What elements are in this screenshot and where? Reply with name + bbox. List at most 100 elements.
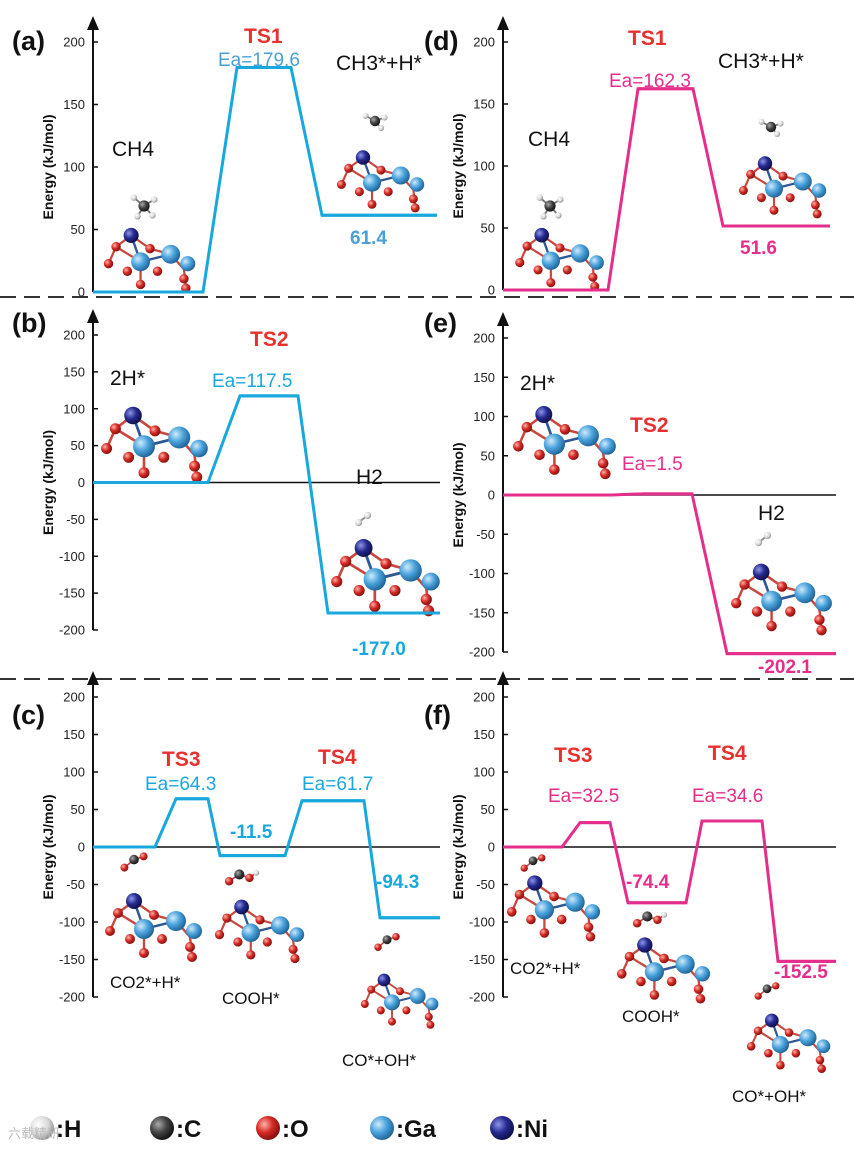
y-tick-label: 200 [473,331,495,346]
y-tick-label: -200 [469,990,495,1005]
cooh-label: COOH* [622,1007,680,1026]
ch3-h-adsorbed-structure [335,111,426,214]
y-tick-label: 0 [488,283,495,298]
product-label: H2 [758,502,785,525]
y-tick-label: -150 [59,952,85,967]
ts2-label: TS2 [630,414,669,437]
y-tick-label: 100 [473,765,495,780]
y-axis-title: Energy (kJ/mol) [450,113,466,218]
y-axis-arrow-icon [87,309,99,323]
y-tick-label: -150 [469,605,495,620]
red-sphere-icon [256,1116,280,1140]
panel-label: (c) [12,700,45,730]
y-tick-label: 0 [488,840,495,855]
product-energy-label: -177.0 [352,639,406,660]
legend-label: :C [176,1116,201,1143]
cooh-energy-label: -74.4 [626,872,670,893]
legend-label: :Ni [516,1116,548,1143]
y-tick-label: 100 [473,409,495,424]
watermark: 六载精研 [8,1127,60,1142]
y-tick-label: 50 [71,222,85,237]
co2-h-label: CO2*+H* [110,973,181,992]
y-tick-label: 50 [481,448,495,463]
y-axis-title: Energy (kJ/mol) [40,430,56,535]
reactant-label: 2H* [520,372,555,395]
y-axis-arrow-icon [87,16,99,30]
ts1-ea-label: Ea=162.3 [609,71,691,92]
y-tick-label: 0 [78,840,85,855]
panel-f: (f) TS3 Ea=32.5 TS4 Ea=34.6 -74.4 -152.5… [424,671,836,1106]
ts2-ea-label: Ea=117.5 [212,371,292,392]
y-axis-title: Energy (kJ/mol) [450,794,466,899]
ts4-ea-label: Ea=34.6 [692,786,763,807]
product-energy-label: -202.1 [758,657,812,678]
ts3-label: TS3 [554,744,593,767]
2h-adsorbed-structure [99,405,210,485]
y-axis-title: Energy (kJ/mol) [40,794,56,899]
product-energy-label: 51.6 [740,238,777,259]
ts3-label: TS3 [162,748,201,771]
panel-e: (e) TS2 Ea=1.5 2H* H2 -202.1 -200 -150 -10… [424,308,836,678]
reactant-label: CH4 [528,128,570,151]
y-tick-label: 50 [71,802,85,817]
ts4-ea-label: Ea=61.7 [302,774,373,795]
y-tick-label: -100 [469,915,495,930]
cooh-label: COOH* [222,989,280,1008]
y-tick-label: 150 [473,370,495,385]
ch4-adsorbed-structure [102,193,197,295]
y-tick-label: 50 [71,438,85,453]
ts3-ea-label: Ea=32.5 [548,786,619,807]
ts1-label: TS1 [628,27,667,50]
y-axis-title: Energy (kJ/mol) [40,114,56,219]
y-tick-label: 200 [63,328,85,343]
product-energy-label: -94.3 [376,872,419,893]
y-axis-arrow-icon [497,16,509,30]
y-tick-label: 100 [473,159,495,174]
reactant-label: CH4 [112,138,154,161]
y-tick-label: -200 [59,990,85,1005]
ts4-label: TS4 [708,742,747,765]
y-tick-label: 150 [63,727,85,742]
cooh-structure [615,910,712,1005]
panel-label: (b) [12,308,46,338]
co2-h-structure [505,853,602,943]
ts2-ea-label: Ea=1.5 [622,454,683,475]
co-oh-structure [745,981,832,1075]
co-oh-label: CO*+OH* [342,1051,417,1070]
product-energy-label: -152.5 [774,962,828,983]
y-tick-label: 0 [78,475,85,490]
ch3-h-adsorbed-structure [737,117,828,220]
co2-h-label: CO2*+H* [510,959,581,978]
y-tick-label: 100 [63,401,85,416]
y-tick-label: 200 [63,690,85,705]
panel-label: (f) [424,700,451,730]
y-tick-label: 200 [473,690,495,705]
ts2-label: TS2 [250,328,289,351]
cooh-structure [213,868,306,965]
panel-b: (b) TS2 Ea=117.5 2H* H2 -177.0 -200 -150 -… [12,308,442,660]
energy-profile-line [503,819,836,963]
panel-a: (a) TS1 Ea=179.6 CH4 CH3*+H* 61.4 0 50 100… [12,16,437,300]
y-tick-label: 0 [78,285,85,300]
y-tick-label: 200 [63,35,85,50]
panel-c: (c) TS3 Ea=64.3 TS4 Ea=61.7 -11.5 -94.3 … [12,671,440,1070]
energy-profile-line [503,492,836,656]
h2-desorbed-structure [329,510,442,618]
y-tick-label: 200 [473,35,495,50]
y-axis-title: Energy (kJ/mol) [450,442,466,547]
co-oh-structure [359,932,440,1031]
product-label: CH3*+H* [718,50,804,73]
y-tick-label: -100 [59,915,85,930]
panel-label: (d) [424,26,458,56]
panel-d: (d) TS1 Ea=162.3 CH4 CH3*+H* 51.6 0 50 100… [424,16,830,298]
panel-label: (e) [424,308,457,338]
y-tick-label: 100 [63,765,85,780]
y-tick-label: 100 [63,160,85,175]
y-tick-label: 50 [481,221,495,236]
navy-sphere-icon [490,1116,514,1140]
legend-label: :Ga [396,1116,437,1143]
ch4-adsorbed-structure [514,193,606,293]
y-tick-label: -50 [476,877,495,892]
y-tick-label: -200 [469,645,495,660]
